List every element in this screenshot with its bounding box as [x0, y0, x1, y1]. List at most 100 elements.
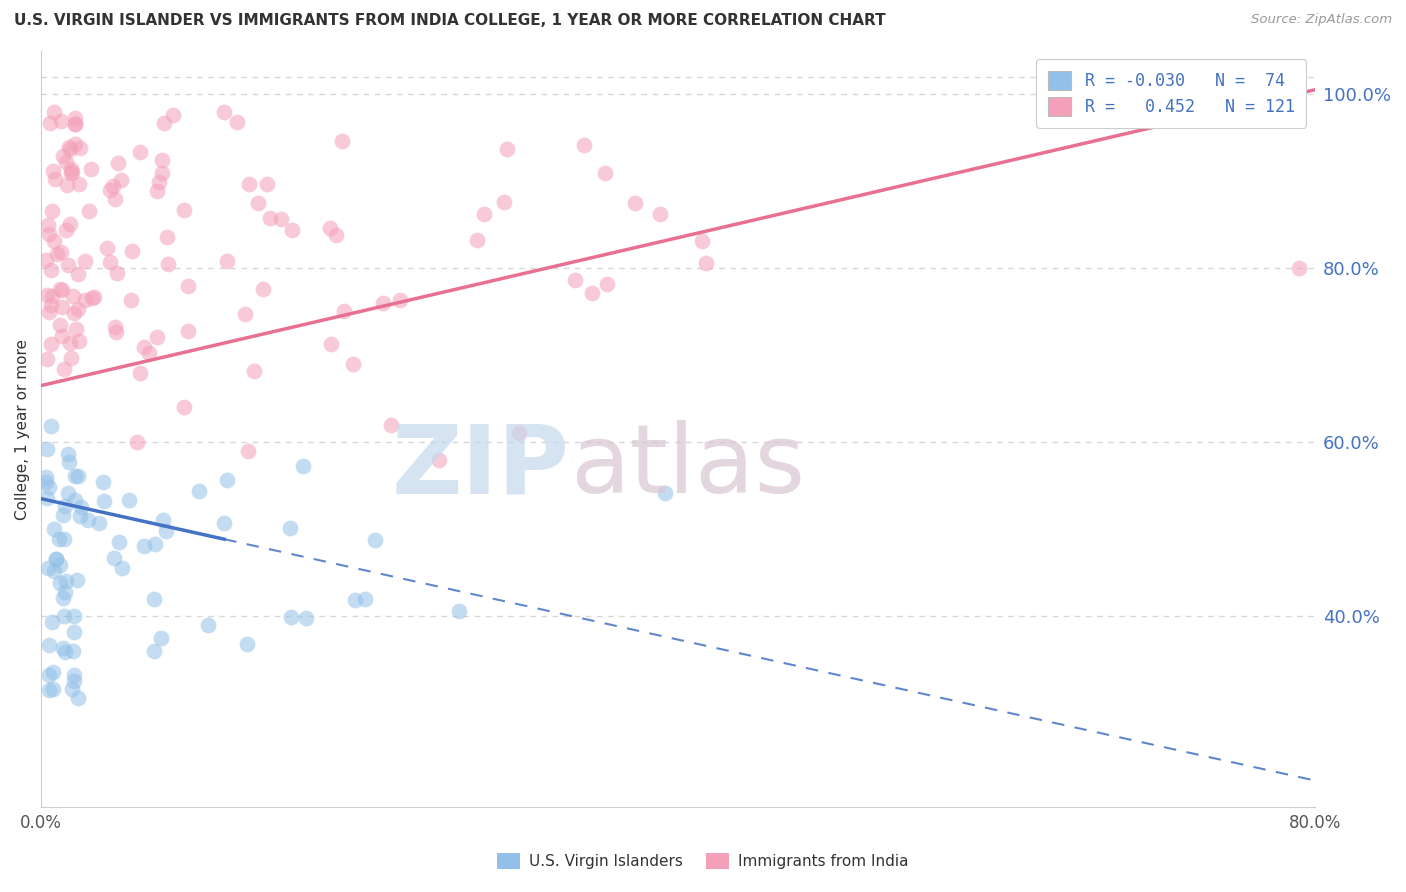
Point — [41, 164, 63, 178]
Point — [35, 475, 58, 489]
Point — [364, 533, 387, 548]
Point — [65, 322, 87, 336]
Point — [98, 183, 121, 197]
Point — [238, 177, 260, 191]
Point — [55, 154, 77, 169]
Point — [177, 278, 200, 293]
Point — [101, 178, 124, 193]
Point — [59, 336, 82, 351]
Point — [325, 228, 347, 243]
Point — [129, 145, 152, 159]
Point — [1288, 261, 1310, 276]
Point — [332, 304, 354, 318]
Point — [138, 346, 160, 360]
Point — [695, 256, 717, 270]
Point — [150, 153, 173, 167]
Point — [42, 522, 65, 536]
Point — [103, 192, 125, 206]
Point — [45, 552, 67, 566]
Point — [63, 117, 86, 131]
Point — [132, 539, 155, 553]
Point — [59, 166, 82, 180]
Point — [35, 470, 58, 484]
Point — [129, 366, 152, 380]
Point — [623, 196, 645, 211]
Point — [66, 573, 89, 587]
Point — [38, 305, 60, 319]
Point — [48, 575, 70, 590]
Point — [58, 455, 80, 469]
Point — [38, 480, 60, 494]
Point — [49, 318, 72, 333]
Point — [37, 491, 59, 506]
Point — [120, 293, 142, 308]
Point — [52, 148, 75, 162]
Point — [63, 674, 86, 689]
Point — [148, 175, 170, 189]
Point — [53, 500, 76, 514]
Point — [42, 564, 65, 578]
Point — [107, 156, 129, 170]
Point — [58, 142, 80, 156]
Point — [52, 641, 75, 656]
Point — [96, 241, 118, 255]
Point — [143, 643, 166, 657]
Point — [110, 173, 132, 187]
Point — [37, 287, 59, 301]
Point — [67, 267, 90, 281]
Text: ZIP: ZIP — [392, 420, 569, 514]
Point — [51, 245, 73, 260]
Point — [38, 227, 60, 242]
Point — [37, 352, 59, 367]
Point — [67, 301, 90, 316]
Point — [56, 258, 79, 272]
Point — [63, 137, 86, 152]
Point — [319, 221, 342, 235]
Legend: R = -0.030   N =  74, R =   0.452   N = 121: R = -0.030 N = 74, R = 0.452 N = 121 — [1036, 59, 1306, 128]
Point — [214, 104, 236, 119]
Point — [56, 178, 79, 192]
Point — [593, 166, 616, 180]
Point — [51, 300, 73, 314]
Point — [42, 665, 65, 680]
Point — [496, 142, 519, 156]
Point — [270, 212, 292, 227]
Point — [294, 611, 316, 625]
Point — [53, 532, 76, 546]
Point — [45, 552, 67, 566]
Point — [427, 452, 450, 467]
Point — [256, 178, 278, 192]
Point — [472, 207, 495, 221]
Point — [93, 494, 115, 508]
Point — [69, 500, 91, 515]
Point — [51, 114, 73, 128]
Point — [69, 509, 91, 524]
Text: U.S. VIRGIN ISLANDER VS IMMIGRANTS FROM INDIA COLLEGE, 1 YEAR OR MORE CORRELATIO: U.S. VIRGIN ISLANDER VS IMMIGRANTS FROM … — [14, 13, 886, 29]
Point — [648, 207, 671, 221]
Point — [41, 615, 63, 630]
Point — [104, 319, 127, 334]
Point — [37, 561, 59, 575]
Point — [215, 473, 238, 487]
Point — [58, 485, 80, 500]
Point — [225, 115, 247, 129]
Point — [53, 645, 76, 659]
Point — [465, 233, 488, 247]
Point — [121, 244, 143, 259]
Point — [280, 223, 302, 237]
Point — [278, 521, 301, 535]
Point — [60, 165, 83, 179]
Point — [252, 281, 274, 295]
Point — [246, 195, 269, 210]
Point — [236, 637, 259, 651]
Point — [572, 137, 595, 152]
Point — [55, 574, 77, 589]
Point — [41, 204, 63, 219]
Point — [145, 537, 167, 551]
Point — [39, 263, 62, 277]
Point — [63, 625, 86, 640]
Point — [146, 184, 169, 198]
Point — [83, 290, 105, 304]
Legend: U.S. Virgin Islanders, Immigrants from India: U.S. Virgin Islanders, Immigrants from I… — [491, 847, 915, 875]
Point — [564, 273, 586, 287]
